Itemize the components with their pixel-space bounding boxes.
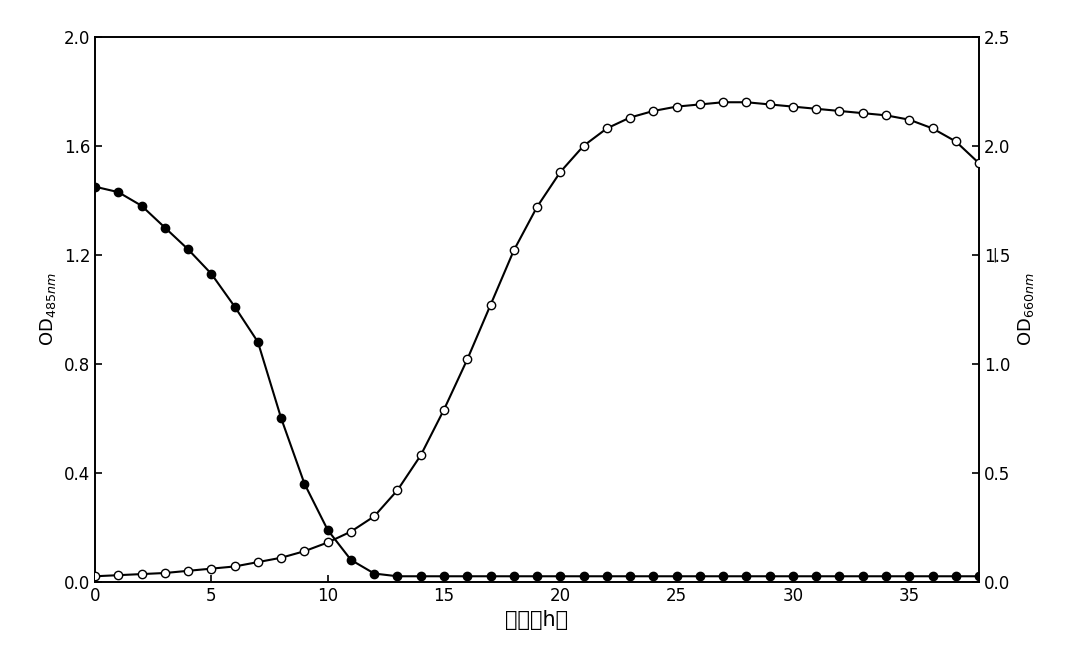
Text: |: | [992,248,997,262]
Y-axis label: OD$_{660nm}$: OD$_{660nm}$ [1016,273,1035,346]
Y-axis label: OD$_{485nm}$: OD$_{485nm}$ [39,273,58,346]
X-axis label: 时间（h）: 时间（h） [506,610,568,630]
